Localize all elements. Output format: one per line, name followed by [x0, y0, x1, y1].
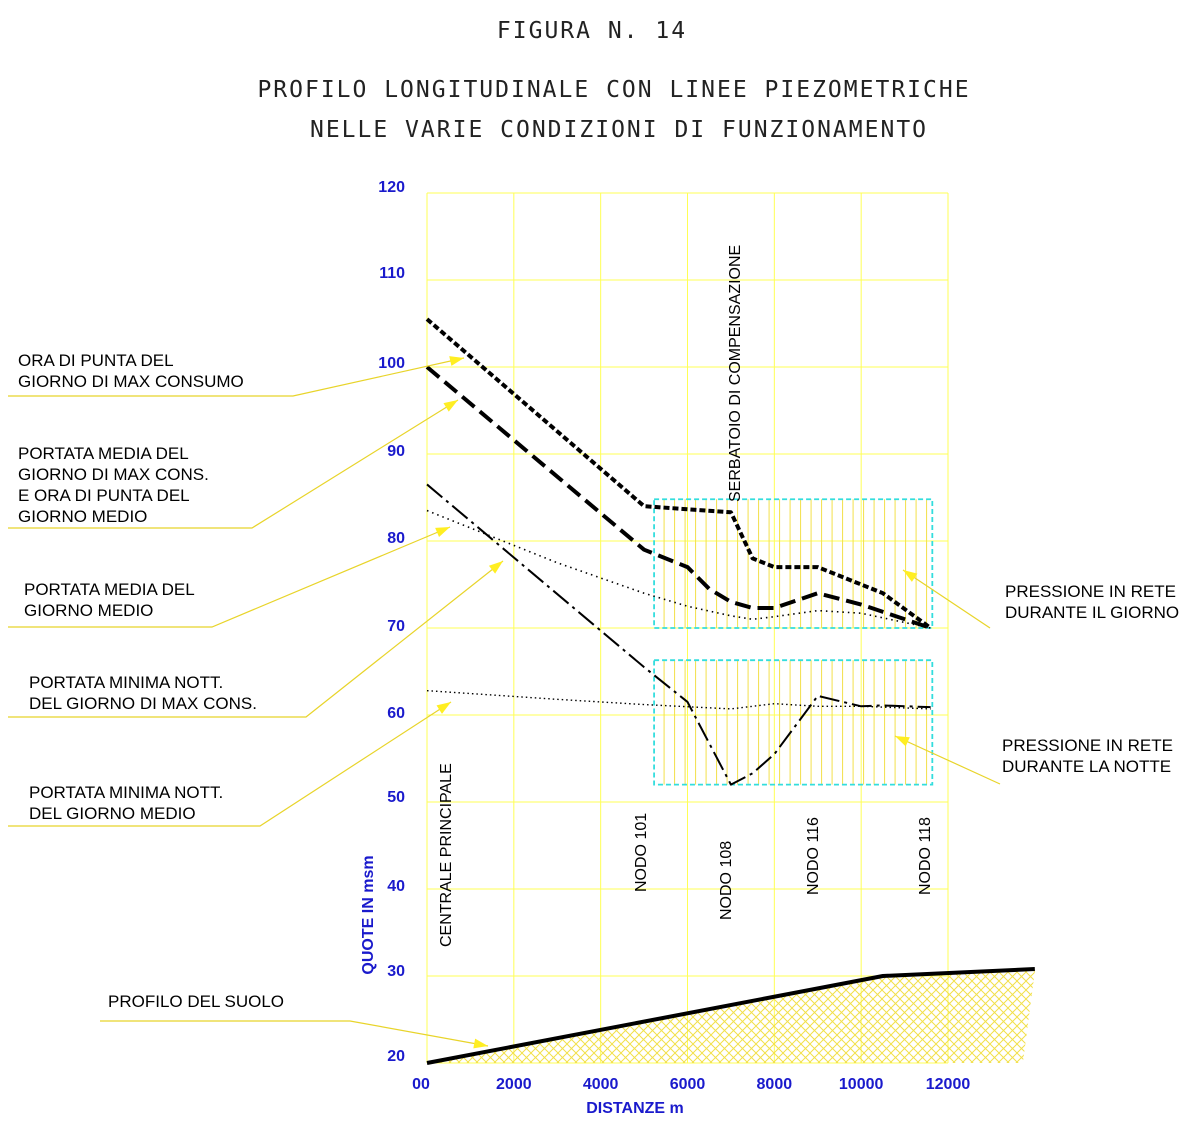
annotation-min-nott-max: PORTATA MINIMA NOTT. DEL GIORNO DI MAX CO… — [29, 673, 257, 713]
x-tick-label: 6000 — [670, 1076, 706, 1093]
annotation-media-medio: PORTATA MEDIA DEL GIORNO MEDIO — [24, 580, 195, 620]
leader-profilo-suolo — [100, 1020, 489, 1047]
line-media-max — [425, 365, 932, 630]
x-tick-label: 8000 — [757, 1076, 793, 1093]
leader-arrowhead — [473, 1038, 488, 1049]
vertical-labels: CENTRALE PRINCIPALE NODO 101 NODO 108 NODO … — [438, 245, 934, 947]
line-min-nott-medio — [426, 689, 931, 710]
leader-arrowhead — [436, 702, 451, 714]
leader-min-nott-max — [8, 560, 504, 718]
ground-line — [426, 967, 1035, 1065]
leader-pressione-notte — [894, 735, 1001, 785]
leader-arrowhead — [435, 527, 450, 538]
leader-arrowhead — [903, 570, 918, 582]
leader-media-medio — [8, 526, 451, 628]
region-border — [653, 659, 934, 786]
series-lines — [425, 317, 932, 786]
annotation-pressione-notte: PRESSIONE IN RETE DURANTE LA NOTTE — [1002, 736, 1173, 776]
label-nodo-108: NODO 108 — [718, 841, 735, 920]
y-tick-label: 110 — [379, 265, 405, 282]
x-tick-label: 10000 — [839, 1076, 884, 1093]
annotation-leaders — [8, 356, 1001, 1049]
leader-pressione-giorno — [902, 569, 991, 629]
x-axis-label: DISTANZE m — [586, 1100, 683, 1117]
leader-media-max — [8, 399, 459, 529]
label-centrale-principale: CENTRALE PRINCIPALE — [438, 763, 455, 947]
x-tick-label: 2000 — [496, 1076, 532, 1093]
annotation-profilo-suolo: PROFILO DEL SUOLO — [108, 992, 284, 1011]
label-nodo-118: NODO 118 — [917, 817, 934, 895]
ground-profile — [426, 967, 1035, 1065]
label-nodo-116: NODO 116 — [805, 817, 822, 895]
y-axis-label: QUOTE IN msm — [360, 855, 377, 974]
annotations: ORA DI PUNTA DEL GIORNO DI MAX CONSUMO POR… — [18, 351, 1179, 1011]
night-pressure-region — [653, 659, 934, 786]
y-tick-label: 100 — [378, 355, 405, 372]
annotation-pressione-giorno: PRESSIONE IN RETE DURANTE IL GIORNO — [1005, 582, 1179, 622]
line-media-medio — [426, 509, 931, 629]
y-tick-label: 120 — [378, 179, 405, 196]
line-ora-punta-max — [425, 317, 932, 630]
label-nodo-101: NODO 101 — [633, 813, 650, 892]
leader-min-nott-medio — [8, 701, 452, 827]
ground-hatch — [427, 969, 1035, 1063]
annotation-min-nott-medio: PORTATA MINIMA NOTT. DEL GIORNO MEDIO — [29, 783, 223, 823]
annotation-ora-punta-max: ORA DI PUNTA DEL GIORNO DI MAX CONSUMO — [18, 351, 244, 391]
x-tick-label: 00 — [412, 1076, 430, 1093]
y-tick-label: 50 — [387, 789, 405, 806]
y-tick-label: 80 — [387, 530, 405, 547]
figure-title-line2: NELLE VARIE CONDIZIONI DI FUNZIONAMENTO — [310, 117, 928, 143]
leader-arrowhead — [488, 561, 503, 574]
figure-title-line1: PROFILO LONGITUDINALE CON LINEE PIEZOMET… — [257, 77, 970, 103]
label-serbatoio: SERBATOIO DI COMPENSAZIONE — [727, 245, 744, 502]
figure-number: FIGURA N. 14 — [497, 18, 687, 44]
y-tick-label: 30 — [387, 963, 405, 980]
y-tick-label: 40 — [387, 878, 405, 895]
x-tick-label: 4000 — [583, 1076, 619, 1093]
leader-arrowhead — [895, 736, 910, 747]
y-tick-label: 20 — [387, 1048, 405, 1065]
leader-ora-punta-max — [8, 357, 465, 397]
y-tick-label: 70 — [387, 618, 405, 635]
x-tick-label: 12000 — [926, 1076, 971, 1093]
pressure-regions — [653, 498, 934, 786]
y-tick-label: 90 — [387, 443, 405, 460]
line-min-nott-max — [426, 483, 931, 786]
annotation-media-max: PORTATA MEDIA DEL GIORNO DI MAX CONS. E OR… — [18, 444, 209, 526]
leader-arrowhead — [443, 400, 458, 412]
y-tick-label: 60 — [387, 705, 405, 722]
region-border — [653, 498, 934, 629]
leader-arrowhead — [449, 356, 464, 366]
